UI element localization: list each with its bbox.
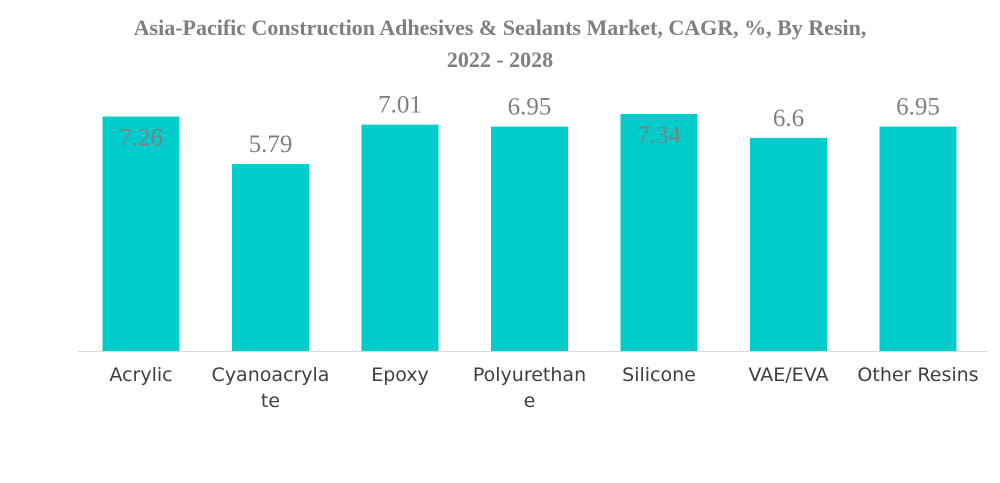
value-label-acrylic: 7.26	[119, 125, 163, 152]
bar-silicone	[620, 114, 698, 351]
category-label-epoxy: Epoxy	[371, 364, 429, 386]
category-label-line: te	[261, 390, 280, 412]
bar-cyanoacrylate	[232, 164, 309, 351]
category-label-cyanoacrylate: Cyanoacryla te	[212, 364, 330, 412]
chart-title-line-2: 2022 - 2028	[446, 47, 554, 72]
category-label-line: Acrylic	[109, 364, 172, 386]
chart-title: Asia-Pacific Construction Adhesives & Se…	[0, 12, 1000, 76]
bar-acrylic	[102, 116, 180, 352]
category-label-polyurethane: Polyurethan e	[473, 364, 586, 412]
category-label-line: Silicone	[622, 364, 696, 386]
chart-title-line-1: Asia-Pacific Construction Adhesives & Se…	[133, 15, 867, 40]
value-label-other-resins: 6.95	[896, 94, 940, 121]
category-label-line: Other Resins	[857, 364, 978, 386]
bar-polyurethane	[491, 126, 568, 351]
category-label-line: Polyurethan	[473, 364, 586, 386]
value-label-epoxy: 7.01	[378, 92, 422, 119]
value-label-polyurethane: 6.95	[508, 94, 552, 121]
value-label-vae-eva: 6.6	[773, 105, 804, 132]
category-label-acrylic: Acrylic	[109, 364, 172, 386]
category-label-line: Epoxy	[371, 364, 429, 386]
category-label-vae-eva: VAE/EVA	[749, 364, 829, 386]
value-label-silicone: 7.34	[637, 122, 681, 149]
category-label-line: VAE/EVA	[749, 364, 829, 386]
value-label-cyanoacrylate: 5.79	[249, 131, 293, 158]
category-label-other-resins: Other Resins	[857, 364, 978, 386]
category-label-line: e	[524, 390, 536, 412]
category-label-silicone: Silicone	[622, 364, 696, 386]
bar-epoxy	[361, 124, 439, 352]
bar-other-resins	[879, 126, 957, 351]
category-label-line: Cyanoacryla	[212, 364, 330, 386]
bar-vae-eva	[750, 137, 827, 351]
